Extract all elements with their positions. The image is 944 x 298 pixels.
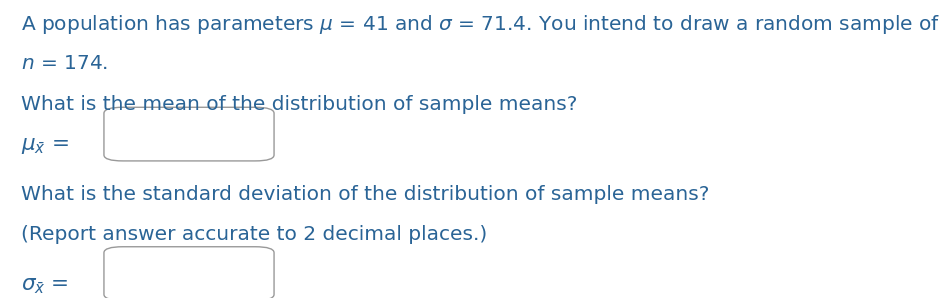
Text: $\sigma_{\bar{x}}$ =: $\sigma_{\bar{x}}$ = xyxy=(21,276,68,296)
Text: What is the standard deviation of the distribution of sample means?: What is the standard deviation of the di… xyxy=(21,185,708,204)
Text: (Report answer accurate to 2 decimal places.): (Report answer accurate to 2 decimal pla… xyxy=(21,225,486,244)
Text: $\mu_{\bar{x}}$ =: $\mu_{\bar{x}}$ = xyxy=(21,136,69,156)
Text: What is the mean of the distribution of sample means?: What is the mean of the distribution of … xyxy=(21,95,577,114)
Text: $n$ = 174.: $n$ = 174. xyxy=(21,54,108,73)
FancyBboxPatch shape xyxy=(104,247,274,298)
FancyBboxPatch shape xyxy=(104,107,274,161)
Text: A population has parameters $\mu$ = 41 and $\sigma$ = 71.4. You intend to draw a: A population has parameters $\mu$ = 41 a… xyxy=(21,13,944,36)
